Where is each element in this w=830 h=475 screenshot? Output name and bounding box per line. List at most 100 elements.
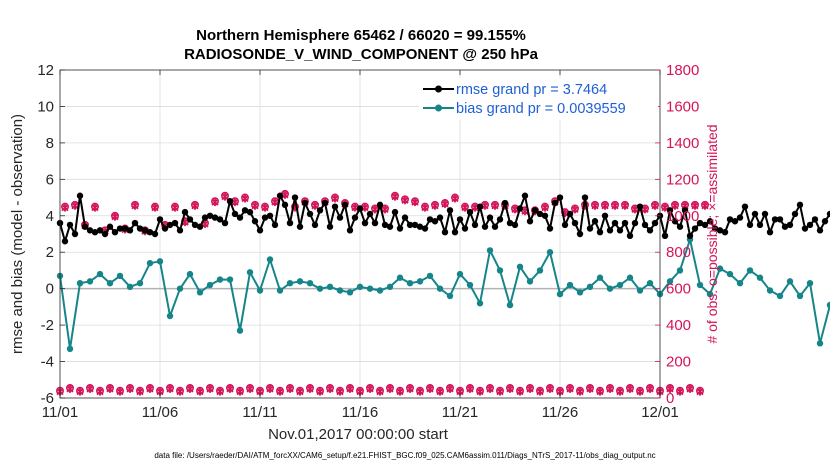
rmse-point (556, 194, 564, 201)
obs-assimilated-point (326, 384, 334, 393)
rmse-point (176, 227, 184, 234)
rmse-point (246, 208, 254, 216)
rmse-point (196, 223, 204, 230)
rmse-point (411, 221, 419, 229)
bias-point (146, 259, 154, 267)
bias-point (806, 280, 814, 287)
obs-assimilated-point (461, 203, 469, 212)
obs-assimilated-point (311, 201, 319, 210)
rmse-point (696, 219, 704, 227)
rmse-point (826, 210, 830, 218)
bias-point (96, 270, 104, 278)
bias-point (426, 272, 434, 280)
rmse-point (606, 227, 614, 234)
legend-rmse-label: rmse grand pr = 3.7464 (456, 82, 607, 98)
rmse-point (461, 225, 469, 232)
obs-assimilated-point (541, 203, 549, 212)
bias-point (586, 283, 594, 291)
bias-point (326, 283, 334, 291)
y-tick-label-left: 12 (37, 62, 54, 79)
bias-point (566, 281, 574, 289)
rmse-point (576, 230, 584, 238)
bias-point (366, 285, 374, 292)
bias-point (296, 278, 304, 285)
y-tick-label-right: 1400 (666, 135, 699, 152)
obs-assimilated-point (236, 387, 244, 396)
rmse-point (286, 219, 294, 227)
bias-point (646, 280, 654, 287)
bias-point (556, 290, 564, 298)
obs-assimilated-point (636, 387, 644, 396)
footer-data-file: data file: /Users/raeder/DAI/ATM_forcXX/… (154, 451, 655, 460)
rmse-point (751, 210, 759, 218)
rmse-point (571, 219, 579, 227)
rmse-point (161, 225, 169, 232)
rmse-point (426, 216, 434, 223)
bias-point (306, 280, 314, 287)
rmse-point (261, 214, 269, 221)
bias-point (286, 280, 294, 287)
bias-point (716, 265, 724, 272)
obs-assimilated-point (186, 384, 194, 393)
obs-assimilated-point (196, 387, 204, 396)
rmse-point (311, 221, 319, 229)
obs-assimilated-point (406, 384, 414, 393)
rmse-point (106, 223, 114, 230)
rmse-point (386, 223, 394, 230)
obs-assimilated-point (366, 384, 374, 393)
rmse-point (586, 225, 594, 232)
y-tick-label-right: 600 (666, 281, 691, 298)
bias-point (226, 276, 234, 283)
rmse-point (561, 221, 569, 229)
bias-point (396, 274, 404, 281)
rmse-point (551, 199, 559, 207)
rmse-point (226, 198, 234, 205)
bias-point (196, 289, 204, 296)
obs-assimilated-point (136, 387, 144, 396)
obs-assimilated-point (86, 384, 94, 393)
obs-assimilated-point (241, 194, 249, 203)
bias-point (436, 285, 444, 292)
obs-assimilated-point (496, 387, 504, 396)
obs-assimilated-point (491, 201, 499, 210)
obs-assimilated-point (191, 201, 199, 210)
obs-assimilated-point (171, 203, 179, 212)
obs-assimilated-point (131, 201, 139, 210)
obs-assimilated-point (431, 201, 439, 210)
y-tick-label-left: 6 (46, 171, 54, 188)
rmse-point (821, 218, 829, 225)
obs-assimilated-point (651, 201, 659, 210)
rmse-point (736, 214, 744, 221)
rmse-point (141, 227, 149, 234)
rmse-point (191, 221, 199, 229)
rmse-point (446, 207, 454, 214)
obs-assimilated-point (566, 384, 574, 393)
obs-assimilated-point (546, 384, 554, 393)
x-tick-label: 11/16 (342, 404, 378, 421)
rmse-point (496, 216, 504, 223)
obs-assimilated-point (71, 201, 79, 210)
rmse-point (231, 210, 239, 218)
legend-bias-label: bias grand pr = 0.0039559 (456, 101, 626, 117)
rmse-point (801, 225, 809, 232)
rmse-point (351, 214, 359, 221)
rmse-point (741, 203, 749, 210)
obs-assimilated-point (611, 201, 619, 210)
obs-assimilated-point (296, 387, 304, 396)
rmse-point (456, 216, 464, 223)
obs-assimilated-point (666, 384, 674, 393)
rmse-point (276, 192, 284, 199)
rmse-point (601, 212, 609, 219)
rmse-point (536, 210, 544, 218)
rmse-point (341, 201, 349, 209)
rmse-point (146, 228, 154, 236)
obs-assimilated-point (621, 201, 629, 210)
rmse-point (621, 219, 629, 227)
obs-assimilated-point (221, 192, 229, 201)
rmse-point (61, 238, 69, 245)
rmse-point (756, 221, 764, 229)
rmse-point (491, 223, 499, 230)
bias-point (796, 292, 804, 300)
rmse-point (346, 227, 354, 234)
rmse-point (796, 201, 804, 209)
